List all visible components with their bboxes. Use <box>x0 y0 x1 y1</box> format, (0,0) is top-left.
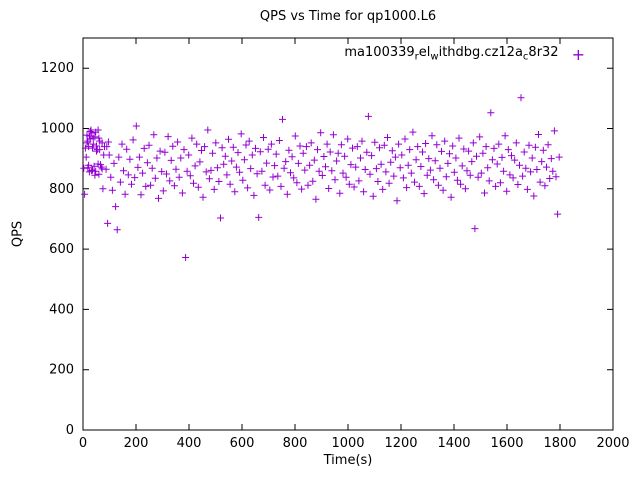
legend-label-subscript: r <box>414 51 419 63</box>
y-tick-label: 1200 <box>41 61 74 76</box>
y-tick-label: 1000 <box>41 122 74 137</box>
x-tick-label: 200 <box>124 436 149 451</box>
x-tick-label: 0 <box>79 436 87 451</box>
legend-label-text: el <box>418 45 431 60</box>
legend: ma100339relwithdbg.cz12ac8r32 + <box>344 46 585 65</box>
y-tick-label: 800 <box>49 182 74 197</box>
legend-plus-marker: + <box>571 45 585 65</box>
legend-series-label: ma100339relwithdbg.cz12ac8r32 <box>344 46 558 65</box>
legend-label-text: 8r32 <box>528 45 559 60</box>
x-tick-label: 400 <box>177 436 202 451</box>
scatter-points <box>80 94 563 261</box>
x-tick-label: 600 <box>230 436 255 451</box>
legend-label-subscript: c <box>522 51 529 63</box>
legend-label-text: ma100339 <box>344 45 415 60</box>
x-tick-label: 1000 <box>331 436 364 451</box>
x-tick-label: 1800 <box>543 436 576 451</box>
x-tick-label: 1600 <box>490 436 523 451</box>
y-tick-label: 600 <box>49 242 74 257</box>
x-tick-label: 800 <box>283 436 308 451</box>
x-tick-label: 1200 <box>384 436 417 451</box>
y-axis-label: QPS <box>10 220 26 248</box>
x-axis-label: Time(s) <box>323 453 373 468</box>
x-tick-label: 1400 <box>437 436 470 451</box>
x-tick-label: 2000 <box>596 436 629 451</box>
legend-label-subscript: w <box>430 51 439 63</box>
y-tick-label: 0 <box>66 423 74 438</box>
chart-title: QPS vs Time for qp1000.L6 <box>259 9 437 24</box>
y-tick-label: 400 <box>49 302 74 317</box>
y-tick-label: 200 <box>49 363 74 378</box>
axis-ticks <box>82 38 614 431</box>
plot-border <box>82 37 614 431</box>
legend-label-text: ithdbg.cz12a <box>438 45 523 60</box>
